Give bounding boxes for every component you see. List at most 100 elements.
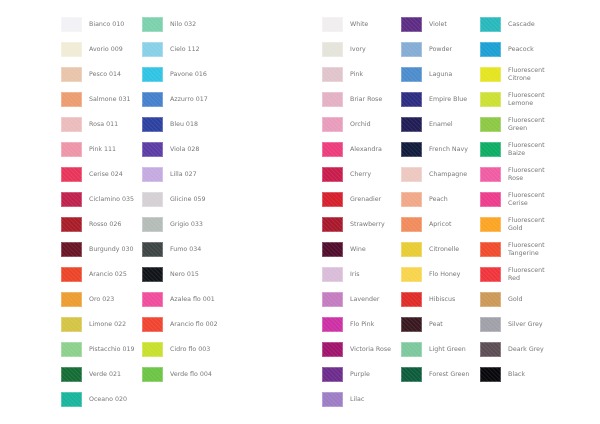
color-swatch — [322, 292, 343, 307]
color-label: Apricot — [429, 220, 452, 228]
color-swatch-item: Hibiscus — [401, 292, 479, 317]
color-swatch — [61, 92, 82, 107]
color-label: Cherry — [350, 170, 372, 178]
color-label: Wine — [350, 245, 366, 253]
color-swatch-item: Apricot — [401, 217, 479, 242]
color-swatch-item: Avorio 009 — [61, 42, 139, 67]
color-swatch — [480, 192, 501, 207]
color-label: Azalea flo 001 — [170, 295, 215, 303]
color-swatch-item: Briar Rose — [322, 92, 400, 117]
color-swatch — [401, 342, 422, 357]
color-swatch-item: Bianco 010 — [61, 17, 139, 42]
color-swatch — [401, 367, 422, 382]
color-swatch-item: Light Green — [401, 342, 479, 367]
color-label: Briar Rose — [350, 95, 383, 103]
color-swatch — [142, 167, 163, 182]
color-swatch — [480, 217, 501, 232]
color-swatch — [480, 117, 501, 132]
color-swatch-item: Fluorescent Rose — [480, 167, 558, 192]
color-label: Oro 023 — [89, 295, 115, 303]
color-label: Pink 111 — [89, 145, 117, 153]
color-swatch-item: Lilac — [322, 392, 400, 417]
color-swatch-item: Citronelle — [401, 242, 479, 267]
color-label: Strawberry — [350, 220, 385, 228]
color-swatch — [401, 242, 422, 257]
color-swatch-item: Fluorescent Red — [480, 267, 558, 292]
color-label: Lilla 027 — [170, 170, 197, 178]
color-label: Citronelle — [429, 245, 460, 253]
color-label: Deark Grey — [508, 345, 544, 353]
color-swatch — [61, 142, 82, 157]
color-swatch-item: Grigio 033 — [142, 217, 220, 242]
color-label: Avorio 009 — [89, 45, 123, 53]
color-swatch — [322, 167, 343, 182]
color-swatch-item: Gold — [480, 292, 558, 317]
color-swatch-item: Arancio flo 002 — [142, 317, 220, 342]
color-label: Salmone 031 — [89, 95, 131, 103]
color-swatch-item: Glicine 059 — [142, 192, 220, 217]
color-swatch — [61, 167, 82, 182]
color-label: Pesco 014 — [89, 70, 122, 78]
color-swatch — [401, 167, 422, 182]
color-swatch — [142, 242, 163, 257]
color-swatch — [322, 117, 343, 132]
swatch-column-4: Violet Powder Laguna Empire Blue Enamel Frenc… — [401, 17, 479, 392]
color-label: Glicine 059 — [170, 195, 206, 203]
color-swatch — [61, 392, 82, 407]
color-label: Silver Grey — [508, 320, 543, 328]
color-swatch-item: Fluorescent Citrone — [480, 67, 558, 92]
color-swatch — [322, 317, 343, 332]
color-swatch-item: Peach — [401, 192, 479, 217]
color-label: Black — [508, 370, 526, 378]
color-swatch-item: Oceano 020 — [61, 392, 139, 417]
color-swatch — [61, 267, 82, 282]
color-label: Peat — [429, 320, 443, 328]
swatch-column-5: Cascade Peacock Fluorescent Citrone Fluores… — [480, 17, 558, 392]
color-label: Arancio 025 — [89, 270, 127, 278]
color-label: Cielo 112 — [170, 45, 200, 53]
color-label: Rosso 026 — [89, 220, 122, 228]
color-swatch-item: Pavone 016 — [142, 67, 220, 92]
color-swatch-item: Ivory — [322, 42, 400, 67]
color-swatch-item: Forest Green — [401, 367, 479, 392]
color-swatch-item: Verde 021 — [61, 367, 139, 392]
color-label: Champagne — [429, 170, 468, 178]
color-swatch-item: Cascade — [480, 17, 558, 42]
color-swatch — [480, 317, 501, 332]
color-swatch — [322, 342, 343, 357]
color-swatch-item: Oro 023 — [61, 292, 139, 317]
color-swatch-item: Lilla 027 — [142, 167, 220, 192]
color-swatch — [142, 367, 163, 382]
color-swatch-item: Burgundy 030 — [61, 242, 139, 267]
color-swatch — [480, 42, 501, 57]
color-swatch-item: Pink 111 — [61, 142, 139, 167]
color-swatch-item: Violet — [401, 17, 479, 42]
color-label: Peacock — [508, 45, 534, 53]
color-swatch-item: Cidro flo 003 — [142, 342, 220, 367]
color-swatch — [142, 342, 163, 357]
color-label: Pink — [350, 70, 364, 78]
color-swatch — [480, 367, 501, 382]
color-swatch — [480, 17, 501, 32]
color-swatch-item: Pink — [322, 67, 400, 92]
color-label: Lavender — [350, 295, 380, 303]
color-swatch-item: Enamel — [401, 117, 479, 142]
color-swatch — [401, 92, 422, 107]
color-swatch-item: Victoria Rose — [322, 342, 400, 367]
color-label: Enamel — [429, 120, 453, 128]
color-swatch — [401, 67, 422, 82]
color-swatch — [142, 317, 163, 332]
color-swatch-item: Wine — [322, 242, 400, 267]
color-swatch-item: Flo Pink — [322, 317, 400, 342]
color-label: Victoria Rose — [350, 345, 392, 353]
color-label: Verde flo 004 — [170, 370, 212, 378]
color-label: Iris — [350, 270, 360, 278]
color-swatch — [61, 367, 82, 382]
color-label: Grigio 033 — [170, 220, 203, 228]
swatch-column-2: Nilo 032 Cielo 112 Pavone 016 Azzurro 017 Bl… — [142, 17, 220, 392]
color-swatch-item: Peacock — [480, 42, 558, 67]
color-swatch-item: Laguna — [401, 67, 479, 92]
color-swatch — [480, 267, 501, 282]
color-label: Fluorescent Red — [508, 267, 545, 282]
color-swatch-item: Fluorescent Green — [480, 117, 558, 142]
